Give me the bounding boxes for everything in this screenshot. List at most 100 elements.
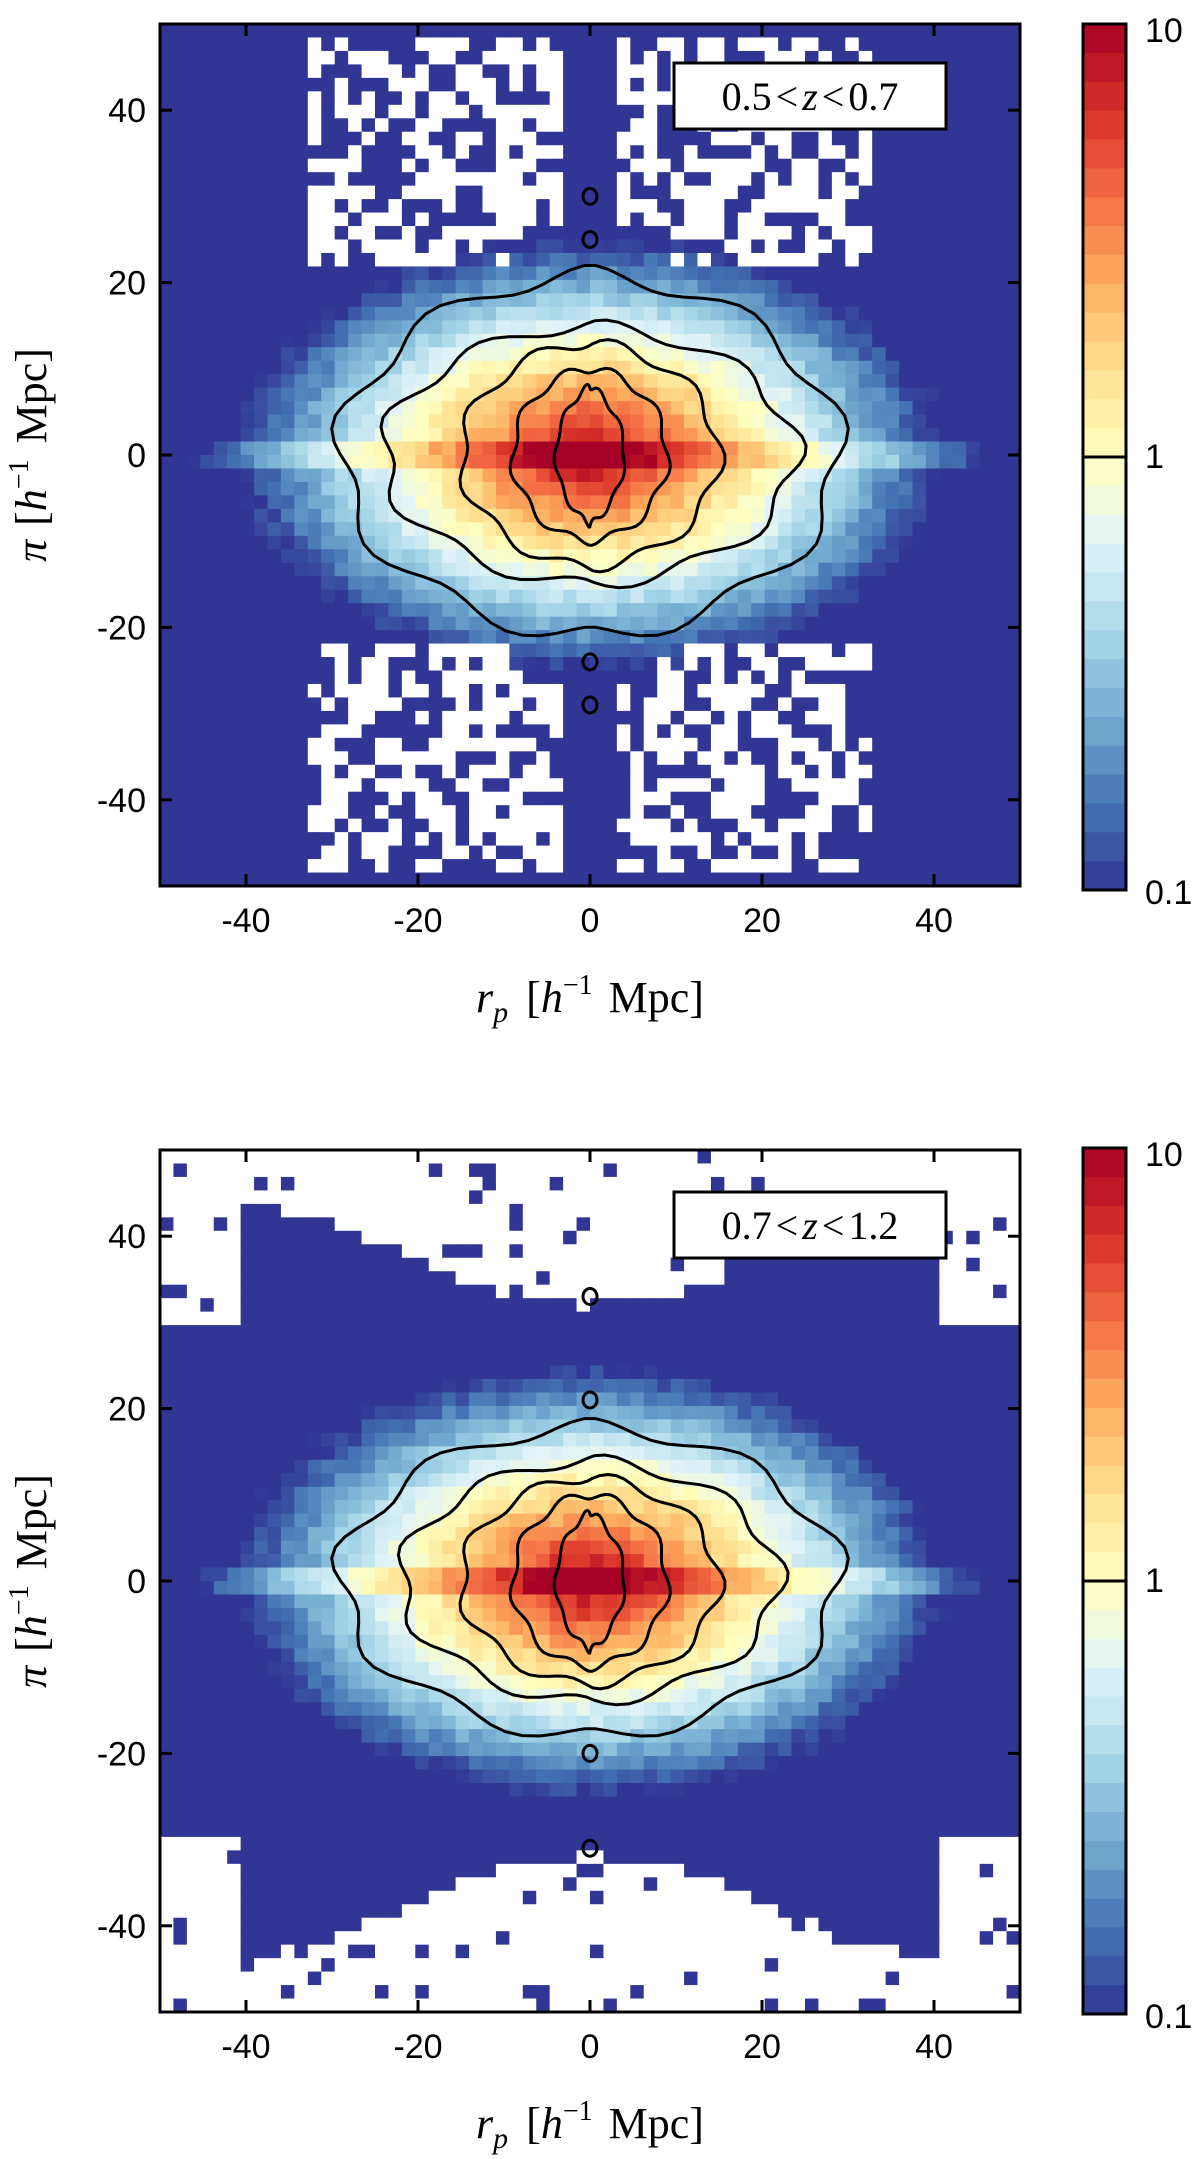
heatmap-cell	[899, 414, 914, 429]
heatmap-cell	[227, 1836, 242, 1851]
heatmap-cell	[670, 643, 685, 658]
heatmap-cell	[469, 401, 484, 416]
heatmap-cell	[993, 64, 1008, 79]
heatmap-cell	[805, 832, 820, 847]
heatmap-cell	[348, 118, 363, 133]
heatmap-cell	[751, 252, 766, 268]
heatmap-cell	[737, 859, 752, 874]
heatmap-cell	[160, 697, 175, 712]
heatmap-cell	[482, 872, 497, 886]
heatmap-cell	[254, 1850, 269, 1865]
heatmap-cell	[280, 778, 295, 793]
heatmap-cell	[697, 333, 712, 348]
heatmap-cell	[267, 1419, 282, 1434]
colorbar-segment	[1083, 832, 1126, 862]
heatmap-cell	[670, 737, 685, 752]
heatmap-cell	[173, 131, 188, 146]
heatmap-cell	[307, 1756, 322, 1771]
heatmap-cell	[952, 24, 967, 39]
heatmap-cell	[576, 441, 591, 456]
heatmap-cell	[737, 293, 752, 308]
heatmap-cell	[334, 320, 349, 335]
heatmap-cell	[993, 549, 1008, 564]
heatmap-cell	[872, 212, 887, 227]
heatmap-cell	[630, 603, 645, 618]
heatmap-cell	[240, 266, 255, 281]
heatmap-cell	[482, 347, 497, 362]
heatmap-cell	[361, 603, 376, 618]
heatmap-cell	[160, 1567, 175, 1582]
heatmap-cell	[455, 333, 470, 348]
heatmap-cell	[375, 468, 390, 483]
heatmap-cell	[186, 697, 201, 712]
heatmap-bottom	[160, 1150, 1020, 2012]
heatmap-cell	[267, 1823, 282, 1838]
heatmap-cell	[240, 1190, 255, 1205]
heatmap-cell	[307, 455, 322, 470]
heatmap-cell	[603, 535, 618, 550]
heatmap-cell	[630, 495, 645, 510]
heatmap-cell	[603, 751, 618, 766]
heatmap-cell	[442, 401, 457, 416]
heatmap-cell	[442, 710, 457, 725]
heatmap-cell	[858, 818, 873, 833]
heatmap-cell	[200, 1554, 215, 1569]
heatmap-cell	[348, 293, 363, 308]
heatmap-cell	[616, 104, 631, 119]
heatmap-cell	[563, 630, 578, 645]
heatmap-cell	[321, 576, 336, 591]
heatmap-cell	[495, 805, 510, 820]
heatmap-cell	[630, 239, 645, 254]
heatmap-cell	[334, 118, 349, 133]
heatmap-cell	[495, 576, 510, 591]
heatmap-cell	[280, 414, 295, 429]
heatmap-cell	[200, 1271, 215, 1286]
heatmap-cell	[307, 1648, 322, 1663]
heatmap-cell	[684, 778, 699, 793]
heatmap-cell	[509, 859, 524, 874]
heatmap-cell	[254, 1756, 269, 1771]
colorbar-segment	[1083, 601, 1126, 631]
heatmap-cell	[670, 603, 685, 618]
heatmap-cell	[979, 751, 994, 766]
heatmap-cell	[160, 1944, 175, 1959]
heatmap-cell	[294, 252, 309, 268]
heatmap-cell	[267, 1150, 282, 1165]
heatmap-cell	[240, 1607, 255, 1623]
heatmap-cell	[348, 226, 363, 241]
heatmap-cell	[670, 239, 685, 254]
heatmap-cell	[227, 1621, 242, 1636]
heatmap-cell	[254, 562, 269, 577]
heatmap-cell	[697, 266, 712, 281]
heatmap-cell	[455, 145, 470, 160]
heatmap-cell	[200, 1715, 215, 1730]
heatmap-cell	[952, 199, 967, 214]
heatmap-cell	[280, 1230, 295, 1245]
heatmap-cell	[590, 266, 605, 281]
heatmap-cell	[173, 1554, 188, 1569]
heatmap-cell	[630, 333, 645, 348]
heatmap-cell	[643, 737, 658, 752]
heatmap-cell	[267, 1554, 282, 1569]
heatmap-cell	[925, 212, 940, 227]
heatmap-cell	[294, 1783, 309, 1798]
heatmap-cell	[885, 791, 900, 806]
heatmap-cell	[254, 1338, 269, 1353]
heatmap-cell	[805, 495, 820, 510]
heatmap-cell	[818, 401, 833, 416]
heatmap-cell	[442, 455, 457, 470]
heatmap-cell	[200, 522, 215, 537]
heatmap-cell	[630, 293, 645, 308]
heatmap-cell	[280, 1311, 295, 1326]
heatmap-cell	[415, 468, 430, 483]
heatmap-cell	[200, 1917, 215, 1932]
heatmap-cell	[899, 576, 914, 591]
heatmap-cell	[563, 751, 578, 766]
heatmap-cell	[254, 293, 269, 308]
heatmap-cell	[522, 791, 537, 806]
heatmap-cell	[307, 751, 322, 766]
heatmap-cell	[267, 1756, 282, 1771]
heatmap-cell	[939, 347, 954, 362]
heatmap-cell	[200, 1985, 215, 2000]
heatmap-cell	[173, 158, 188, 173]
